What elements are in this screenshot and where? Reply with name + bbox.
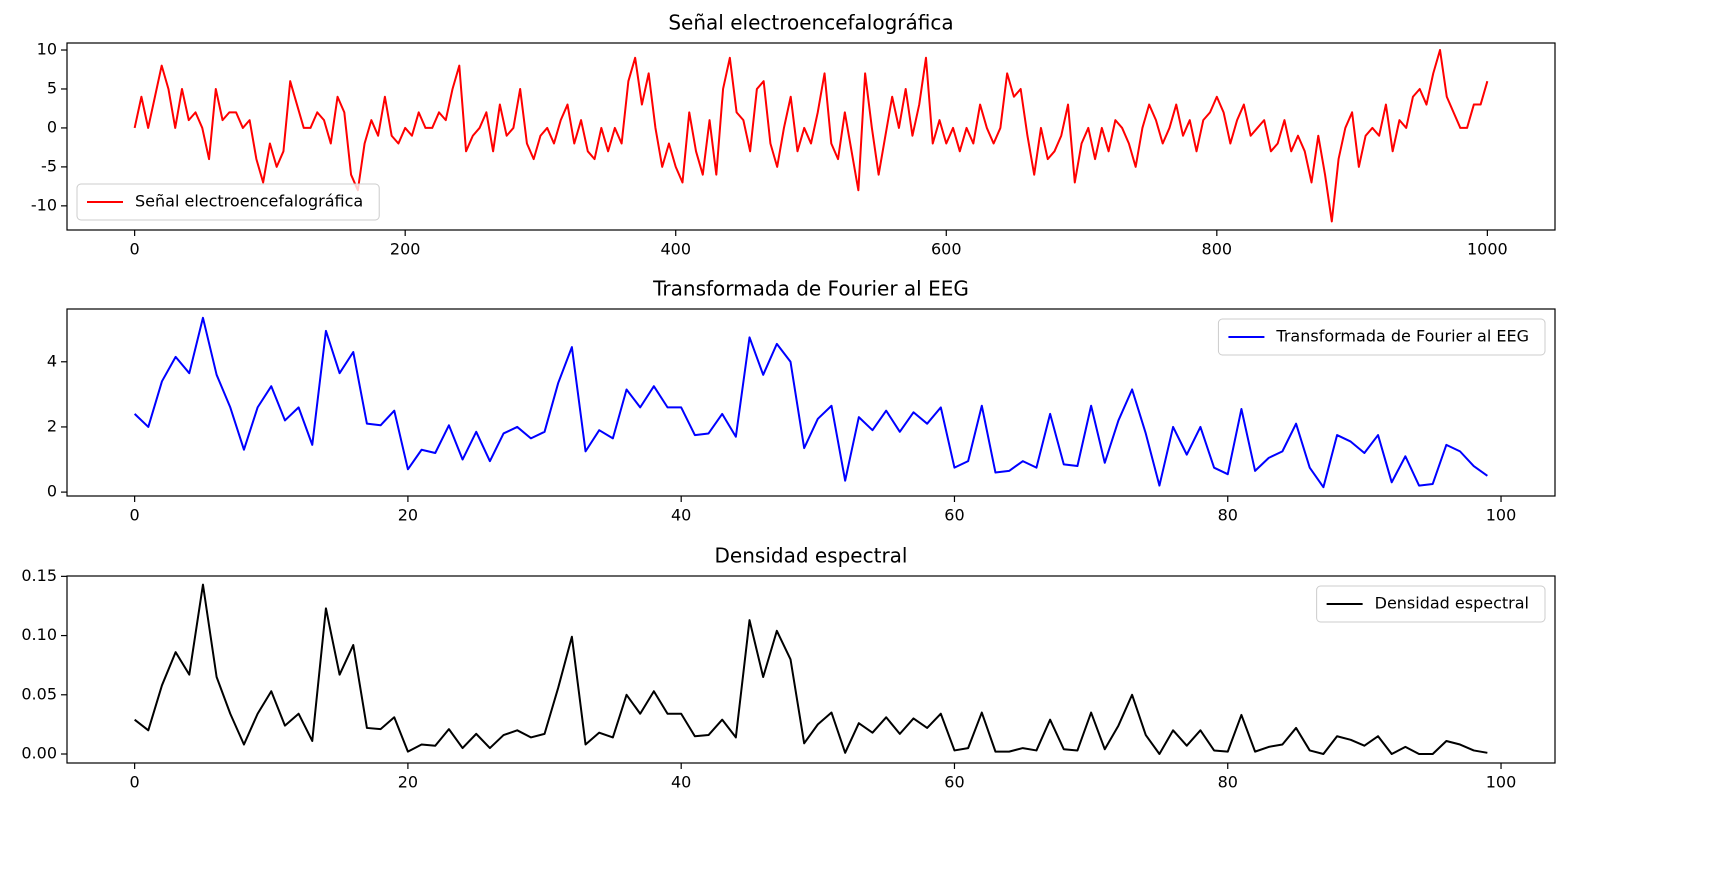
y-tick-label: 0.00 [21, 743, 57, 762]
legend-box [1217, 318, 1546, 356]
x-tick-label: 80 [1218, 773, 1238, 792]
x-tick-label: 0 [130, 240, 140, 259]
legend: Señal electroencefalográfica [76, 183, 380, 221]
plot-area [134, 583, 1488, 755]
data-line [133, 316, 1488, 489]
y-tick-label: 5 [47, 78, 57, 97]
y-tick-label: 0 [47, 482, 57, 501]
x-tick-label: 40 [671, 506, 691, 525]
plot-area [133, 316, 1488, 489]
legend: Densidad espectral [1316, 585, 1546, 623]
x-tick-label: 600 [931, 240, 962, 259]
x-tick-label: 1000 [1467, 240, 1508, 259]
legend-label: Señal electroencefalográfica [135, 192, 363, 211]
x-tick-label: 60 [944, 773, 964, 792]
legend-label: Densidad espectral [1375, 594, 1529, 613]
legend-box [76, 183, 380, 221]
plot-area [133, 49, 1489, 223]
x-tick-label: 40 [671, 773, 691, 792]
legend: Transformada de Fourier al EEG [1217, 318, 1546, 356]
x-tick-label: 0 [130, 506, 140, 525]
y-tick-label: 0.10 [21, 625, 57, 644]
y-tick-label: 0 [47, 117, 57, 136]
axes-frame [66, 308, 1556, 497]
x-tick-label: 0 [130, 773, 140, 792]
data-line [133, 49, 1489, 223]
y-tick-label: 2 [47, 416, 57, 435]
x-tick-label: 60 [944, 506, 964, 525]
y-tick-label: 0.15 [21, 566, 57, 585]
x-tick-label: 100 [1486, 773, 1517, 792]
y-tick-label: 0.05 [21, 684, 57, 703]
x-tick-label: 800 [1202, 240, 1233, 259]
y-tick-label: -10 [31, 195, 57, 214]
x-tick-label: 80 [1218, 506, 1238, 525]
legend-box [1316, 585, 1546, 623]
chart-title: Transformada de Fourier al EEG [652, 277, 969, 301]
x-tick-label: 20 [398, 773, 418, 792]
x-tick-label: 20 [398, 506, 418, 525]
x-tick-label: 200 [390, 240, 421, 259]
data-line [134, 583, 1488, 755]
subplot: Señal electroencefalográfica 0 200 400 600 80… [31, 11, 1556, 259]
axes-frame [66, 575, 1556, 764]
x-tick-label: 400 [660, 240, 691, 259]
y-tick-label: 10 [37, 40, 57, 59]
chart-title: Densidad espectral [715, 544, 908, 568]
legend-label: Transformada de Fourier al EEG [1275, 327, 1529, 346]
subplot: Densidad espectral 0 20 40 60 80 100 0.00 0.05 0.… [21, 544, 1556, 792]
y-tick-label: 4 [47, 351, 57, 370]
chart-title: Señal electroencefalográfica [668, 11, 953, 35]
x-tick-label: 100 [1486, 506, 1517, 525]
y-tick-label: -5 [41, 156, 57, 175]
axes-frame [66, 42, 1556, 231]
